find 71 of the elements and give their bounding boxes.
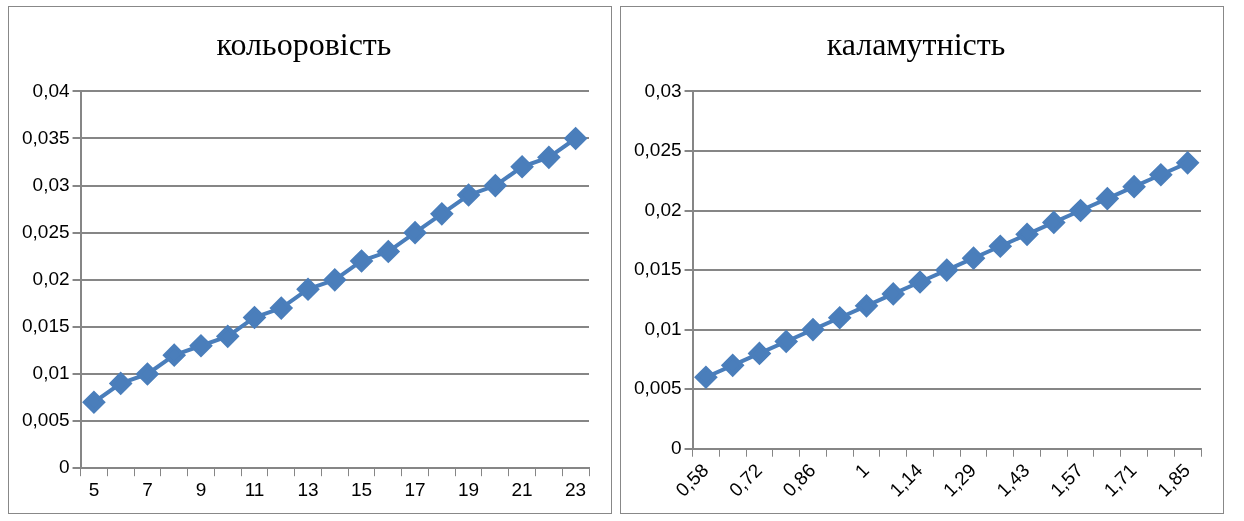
point [775, 330, 798, 353]
x-tick-label: 23 [565, 478, 587, 500]
point [511, 155, 534, 178]
point [1016, 223, 1039, 246]
x-tick-label: 0,86 [778, 459, 820, 501]
y-tick-label: 0,02 [32, 268, 70, 290]
x-tick-label: 17 [404, 478, 426, 500]
point [404, 221, 427, 244]
y-tick-label: 0,015 [634, 258, 682, 280]
point [270, 297, 293, 320]
y-tick-label: 0,035 [22, 126, 70, 148]
x-tick-label: 1,71 [1099, 459, 1141, 501]
x-tick-label: 21 [511, 478, 533, 500]
point [323, 268, 346, 291]
x-tick-label: 0,72 [724, 459, 766, 501]
x-tick-label: 15 [350, 478, 373, 500]
y-tick-label: 0,01 [644, 317, 682, 339]
y-tick-label: 0,04 [32, 79, 70, 101]
point [1069, 199, 1092, 222]
chart-title: кольоровість [216, 25, 392, 62]
y-tick-label: 0,03 [32, 173, 70, 195]
point [721, 354, 744, 377]
point [1149, 163, 1172, 186]
point [828, 306, 851, 329]
y-tick-label: 0,015 [22, 315, 70, 337]
point [350, 249, 373, 272]
point [163, 344, 186, 367]
point [430, 202, 453, 225]
y-tick-label: 0,03 [644, 79, 682, 101]
point [1042, 211, 1065, 234]
point [989, 235, 1012, 258]
point [1176, 151, 1199, 174]
x-tick-label: 11 [244, 478, 265, 500]
point [109, 372, 132, 395]
x-tick-label: 7 [142, 478, 153, 500]
y-tick-label: 0,005 [22, 409, 70, 431]
point [935, 259, 958, 282]
point [216, 325, 239, 348]
y-tick-label: 0,025 [22, 220, 70, 242]
y-tick-label: 0,01 [32, 362, 70, 384]
point [909, 270, 932, 293]
point [484, 174, 507, 197]
x-tick-label: 13 [297, 478, 319, 500]
x-tick-label: 5 [88, 478, 100, 500]
point [377, 240, 400, 263]
point [694, 366, 717, 389]
point [189, 334, 212, 357]
x-tick-label: 0,58 [671, 459, 713, 501]
point [564, 127, 587, 150]
y-tick-label: 0,005 [634, 377, 682, 399]
point [537, 146, 560, 169]
x-tick-label: 9 [195, 478, 207, 500]
x-tick-label: 19 [458, 478, 480, 500]
point [136, 363, 159, 385]
y-tick-label: 0,025 [634, 139, 682, 161]
y-tick-label: 0 [58, 456, 70, 478]
point [1096, 187, 1119, 210]
point [801, 318, 824, 341]
point [243, 306, 266, 329]
point [882, 282, 905, 305]
point [1123, 175, 1146, 198]
point [457, 184, 480, 207]
point [962, 247, 985, 270]
chart-title: каламутність [826, 25, 1006, 62]
point [748, 342, 771, 365]
point [855, 294, 878, 317]
x-tick-label: 1 [850, 459, 874, 482]
y-tick-label: 0 [670, 436, 682, 458]
point [82, 391, 105, 414]
y-tick-label: 0,02 [644, 198, 682, 220]
point [297, 278, 320, 301]
